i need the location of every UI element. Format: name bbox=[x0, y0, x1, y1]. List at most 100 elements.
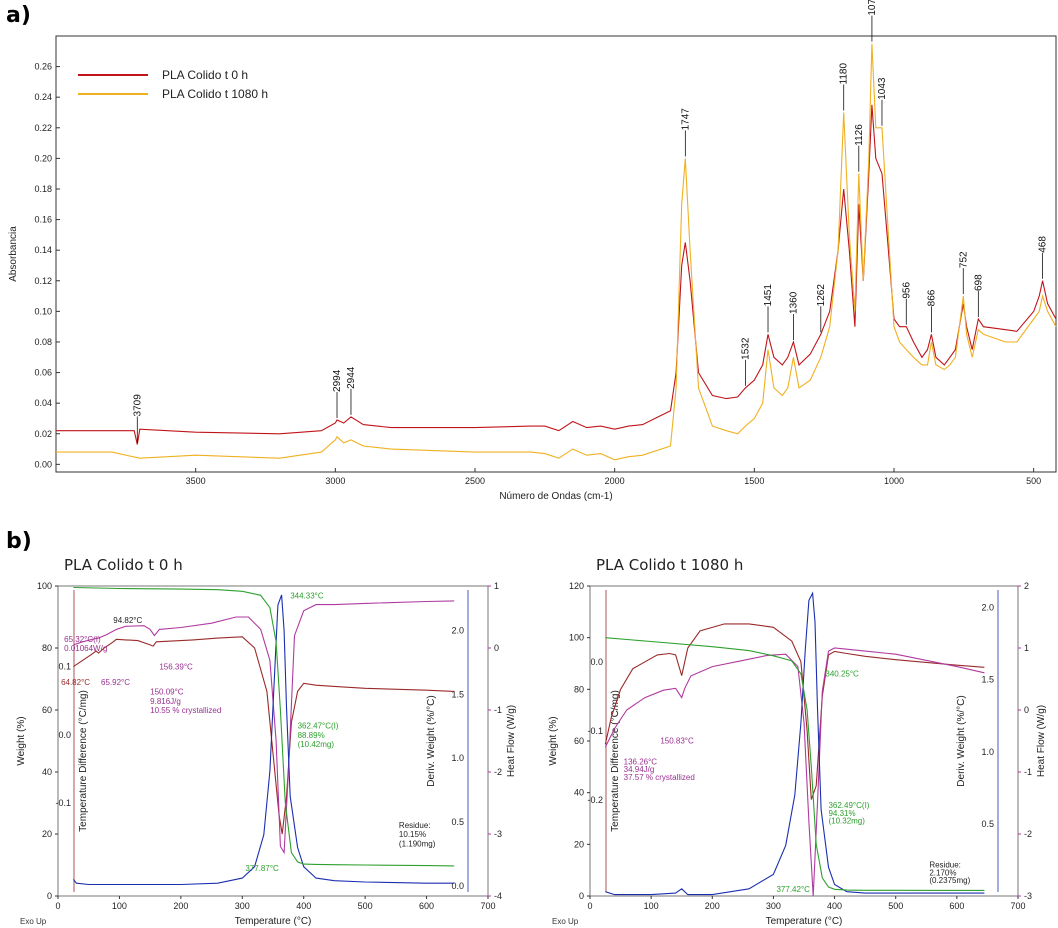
tga-x-tick-label: 100 bbox=[644, 901, 659, 911]
panel-b-label: b) bbox=[6, 529, 32, 554]
ftir-peak-label: 1451 bbox=[763, 284, 774, 307]
tga-annotation: 94.31% bbox=[828, 809, 855, 818]
tga-annotation: 65.32°C(I) bbox=[64, 635, 101, 644]
tga-deriv-tick-label: 0.5 bbox=[451, 817, 464, 827]
tga-annotation: 10.55 % crystallized bbox=[150, 706, 221, 715]
tga-deriv-tick-label: 1.5 bbox=[981, 675, 994, 685]
tga-deriv-tick-label: 2.0 bbox=[451, 626, 464, 636]
ftir-x-tick-label: 2500 bbox=[465, 476, 485, 486]
ftir-peak-label: 468 bbox=[1038, 236, 1049, 253]
tga-heat-tick-label: -2 bbox=[1024, 829, 1032, 839]
tga-weight-curve bbox=[605, 637, 985, 891]
ftir-peak-label: 1532 bbox=[740, 337, 751, 360]
ftir-chart: 0.00 0.02 0.04 0.06 0.08 0.10 0.12 0.14 0.16 0.18… bbox=[8, 0, 1057, 502]
tga-weight-tick-label: 80 bbox=[574, 684, 584, 694]
tga-annotation: 150.09°C bbox=[150, 688, 184, 697]
tga-tdiff-axis-label: Temperature Difference (°C/mg) bbox=[610, 690, 621, 832]
tga-x-axis-label: Temperature (°C) bbox=[235, 916, 312, 927]
tga-weight-tick-label: 80 bbox=[42, 643, 52, 653]
tga-deriv-weight-curve bbox=[605, 591, 985, 896]
ftir-peak-label: 1126 bbox=[854, 124, 865, 146]
tga-x-tick-label: 0 bbox=[55, 901, 60, 911]
ftir-peak-label: 1747 bbox=[680, 108, 691, 131]
tga-heat-tick-label: 0 bbox=[1024, 705, 1029, 715]
tga-weight-tick-label: 60 bbox=[574, 736, 584, 746]
tga-deriv-weight-curve bbox=[72, 594, 455, 886]
tga-heat-axis-label: Heat Flow (W/g) bbox=[506, 705, 517, 777]
tga-x-tick-label: 500 bbox=[888, 901, 903, 911]
tga-x-tick-label: 400 bbox=[296, 901, 311, 911]
tga-x-tick-label: 500 bbox=[358, 901, 373, 911]
tga-title: PLA Colido t 1080 h bbox=[596, 556, 743, 574]
ftir-peak-label: 2944 bbox=[346, 366, 357, 389]
tga-annotation: 362.47°C(I) bbox=[298, 722, 339, 731]
tga-tdiff-tick-label: 0.0 bbox=[590, 657, 603, 667]
ftir-peak-label: 956 bbox=[901, 282, 912, 299]
tga-annotation: 9.816J/g bbox=[150, 697, 181, 706]
tga-x-axis-label: Temperature (°C) bbox=[766, 916, 843, 927]
tga-weight-axis-label: Weight (%) bbox=[548, 716, 559, 765]
ftir-x-tick-label: 3000 bbox=[325, 476, 345, 486]
ftir-peak-label: 1180 bbox=[839, 63, 850, 85]
tga-deriv-tick-label: 1.5 bbox=[451, 689, 464, 699]
tga-annotation: 156.39°C bbox=[159, 663, 193, 672]
tga-heat-tick-label: 1 bbox=[494, 581, 499, 591]
tga-x-tick-label: 200 bbox=[705, 901, 720, 911]
tga-title: PLA Colido t 0 h bbox=[64, 556, 183, 574]
tga-annotation: Residue: bbox=[929, 861, 961, 870]
tga-x-tick-label: 100 bbox=[112, 901, 127, 911]
ftir-y-tick-label: 0.08 bbox=[34, 337, 52, 347]
tga-weight-tick-label: 120 bbox=[569, 581, 584, 591]
tga-annotation: 65.92°C bbox=[101, 678, 130, 687]
tga-tdiff-curve bbox=[604, 623, 985, 800]
ftir-y-tick-label: 0.18 bbox=[34, 184, 52, 194]
ftir-series-line-0 bbox=[56, 104, 1057, 445]
tga-deriv-tick-label: 0.0 bbox=[451, 881, 464, 891]
tga-weight-tick-label: 100 bbox=[569, 633, 584, 643]
tga-tdiff-tick-label: -0.1 bbox=[587, 726, 603, 736]
tga-heat-tick-label: -4 bbox=[494, 891, 502, 901]
tga-heat-tick-label: 2 bbox=[1024, 581, 1029, 591]
tga-heat-tick-label: 0 bbox=[494, 643, 499, 653]
tga-annotation: 377.87°C bbox=[245, 864, 279, 873]
tga-weight-tick-label: 0 bbox=[579, 891, 584, 901]
ftir-peak-label: 2994 bbox=[332, 369, 343, 392]
tga-tdiff-tick-label: -0.2 bbox=[587, 795, 603, 805]
tga-annotation: 64.82°C bbox=[61, 678, 90, 687]
tga-weight-tick-label: 100 bbox=[37, 581, 52, 591]
ftir-peak-label: 1360 bbox=[788, 291, 799, 314]
ftir-x-axis-label: Número de Ondas (cm-1) bbox=[499, 491, 612, 502]
ftir-x-tick-label: 3500 bbox=[186, 476, 206, 486]
tga-x-tick-label: 200 bbox=[173, 901, 188, 911]
tga-tdiff-curve bbox=[73, 636, 455, 835]
tga-exo-label: Exo Up bbox=[20, 917, 47, 926]
tga-deriv-axis-label: Deriv. Weight (%/°C) bbox=[956, 695, 967, 786]
tga-tdiff-tick-label: 0.0 bbox=[58, 730, 71, 740]
tga-deriv-tick-label: 2.0 bbox=[981, 603, 994, 613]
tga-chart-1080h: PLA Colido t 1080 h0 100 200 300 400 500 600 70… bbox=[548, 556, 1047, 927]
tga-deriv-tick-label: 1.0 bbox=[981, 747, 994, 757]
tga-annotation: (10.32mg) bbox=[828, 817, 865, 826]
tga-annotation: 377.42°C bbox=[776, 885, 810, 894]
tga-x-tick-label: 300 bbox=[235, 901, 250, 911]
ftir-y-tick-label: 0.00 bbox=[34, 459, 52, 469]
tga-plot-frame bbox=[57, 585, 489, 897]
ftir-y-tick-label: 0.12 bbox=[34, 276, 52, 286]
tga-annotation: (10.42mg) bbox=[298, 740, 335, 749]
ftir-plot-frame bbox=[55, 35, 1057, 473]
tga-tdiff-tick-label: 0.1 bbox=[58, 662, 71, 672]
tga-annotation: 344.33°C bbox=[290, 591, 324, 600]
tga-x-tick-label: 400 bbox=[827, 901, 842, 911]
tga-weight-axis-label: Weight (%) bbox=[16, 716, 27, 765]
tga-x-tick-label: 600 bbox=[419, 901, 434, 911]
tga-tdiff-axis-label: Temperature Difference (°C/mg) bbox=[78, 690, 89, 832]
tga-annotation: 136.26°C bbox=[624, 757, 658, 766]
tga-heat-tick-label: -1 bbox=[494, 705, 502, 715]
tga-x-tick-label: 300 bbox=[766, 901, 781, 911]
tga-weight-tick-label: 40 bbox=[574, 788, 584, 798]
tga-x-tick-label: 700 bbox=[480, 901, 495, 911]
tga-heat-tick-label: -2 bbox=[494, 767, 502, 777]
tga-plot-frame bbox=[589, 585, 1019, 897]
tga-weight-tick-label: 20 bbox=[574, 839, 584, 849]
